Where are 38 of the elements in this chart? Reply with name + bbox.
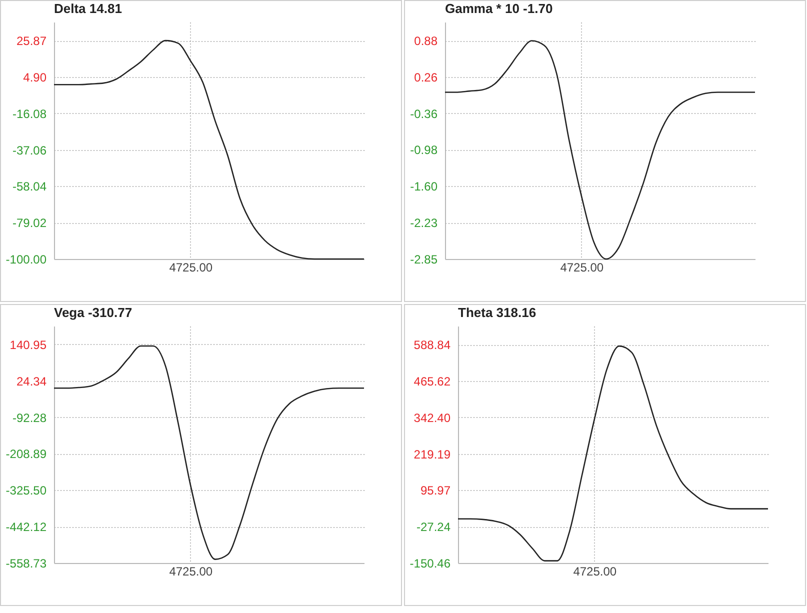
line-series	[457, 345, 769, 562]
y-tick-label: -0.36	[410, 106, 438, 121]
y-tick-label: 0.26	[414, 70, 438, 85]
y-tick-label: -16.08	[12, 106, 47, 121]
y-tick-label: 0.88	[414, 34, 438, 48]
y-tick-label: 465.62	[414, 374, 451, 389]
y-tick-label: -2.23	[410, 216, 438, 230]
y-tick-label: 140.95	[10, 338, 47, 352]
y-tick-label: -0.98	[410, 143, 438, 158]
y-tick-label: 25.87	[16, 34, 47, 48]
x-tick-label: 4725.00	[560, 260, 604, 274]
chart-title: Vega -310.77	[54, 305, 132, 320]
y-tick-label: -150.46	[410, 556, 451, 570]
y-tick-label: -92.28	[12, 410, 47, 425]
x-tick-label: 4725.00	[169, 260, 213, 274]
y-tick-label: -58.04	[12, 180, 47, 194]
y-tick-label: 219.19	[414, 447, 451, 462]
y-tick-label: 588.84	[414, 338, 451, 352]
y-tick-label: 4.90	[23, 70, 47, 84]
y-tick-label: -442.12	[6, 520, 47, 534]
chart-title: Gamma * 10 -1.70	[445, 1, 553, 16]
chart-title: Delta 14.81	[54, 1, 122, 16]
y-tick-label: -1.60	[410, 179, 438, 194]
y-tick-label: -325.50	[6, 484, 47, 498]
y-tick-label: 342.40	[414, 410, 451, 425]
y-tick-label: -208.89	[6, 447, 47, 462]
y-tick-label: -558.73	[6, 556, 47, 570]
y-tick-label: -100.00	[6, 252, 47, 266]
y-tick-label: 95.97	[420, 484, 451, 498]
y-tick-label: -2.85	[410, 252, 438, 266]
x-tick-label: 4725.00	[573, 564, 617, 578]
y-tick-label: -27.24	[416, 520, 451, 534]
line-series	[53, 345, 365, 560]
y-tick-label: -79.02	[12, 216, 47, 230]
y-tick-label: -37.06	[12, 143, 47, 158]
x-tick-label: 4725.00	[169, 564, 213, 578]
chart-title: Theta 318.16	[458, 305, 536, 320]
y-tick-label: 24.34	[16, 374, 47, 388]
